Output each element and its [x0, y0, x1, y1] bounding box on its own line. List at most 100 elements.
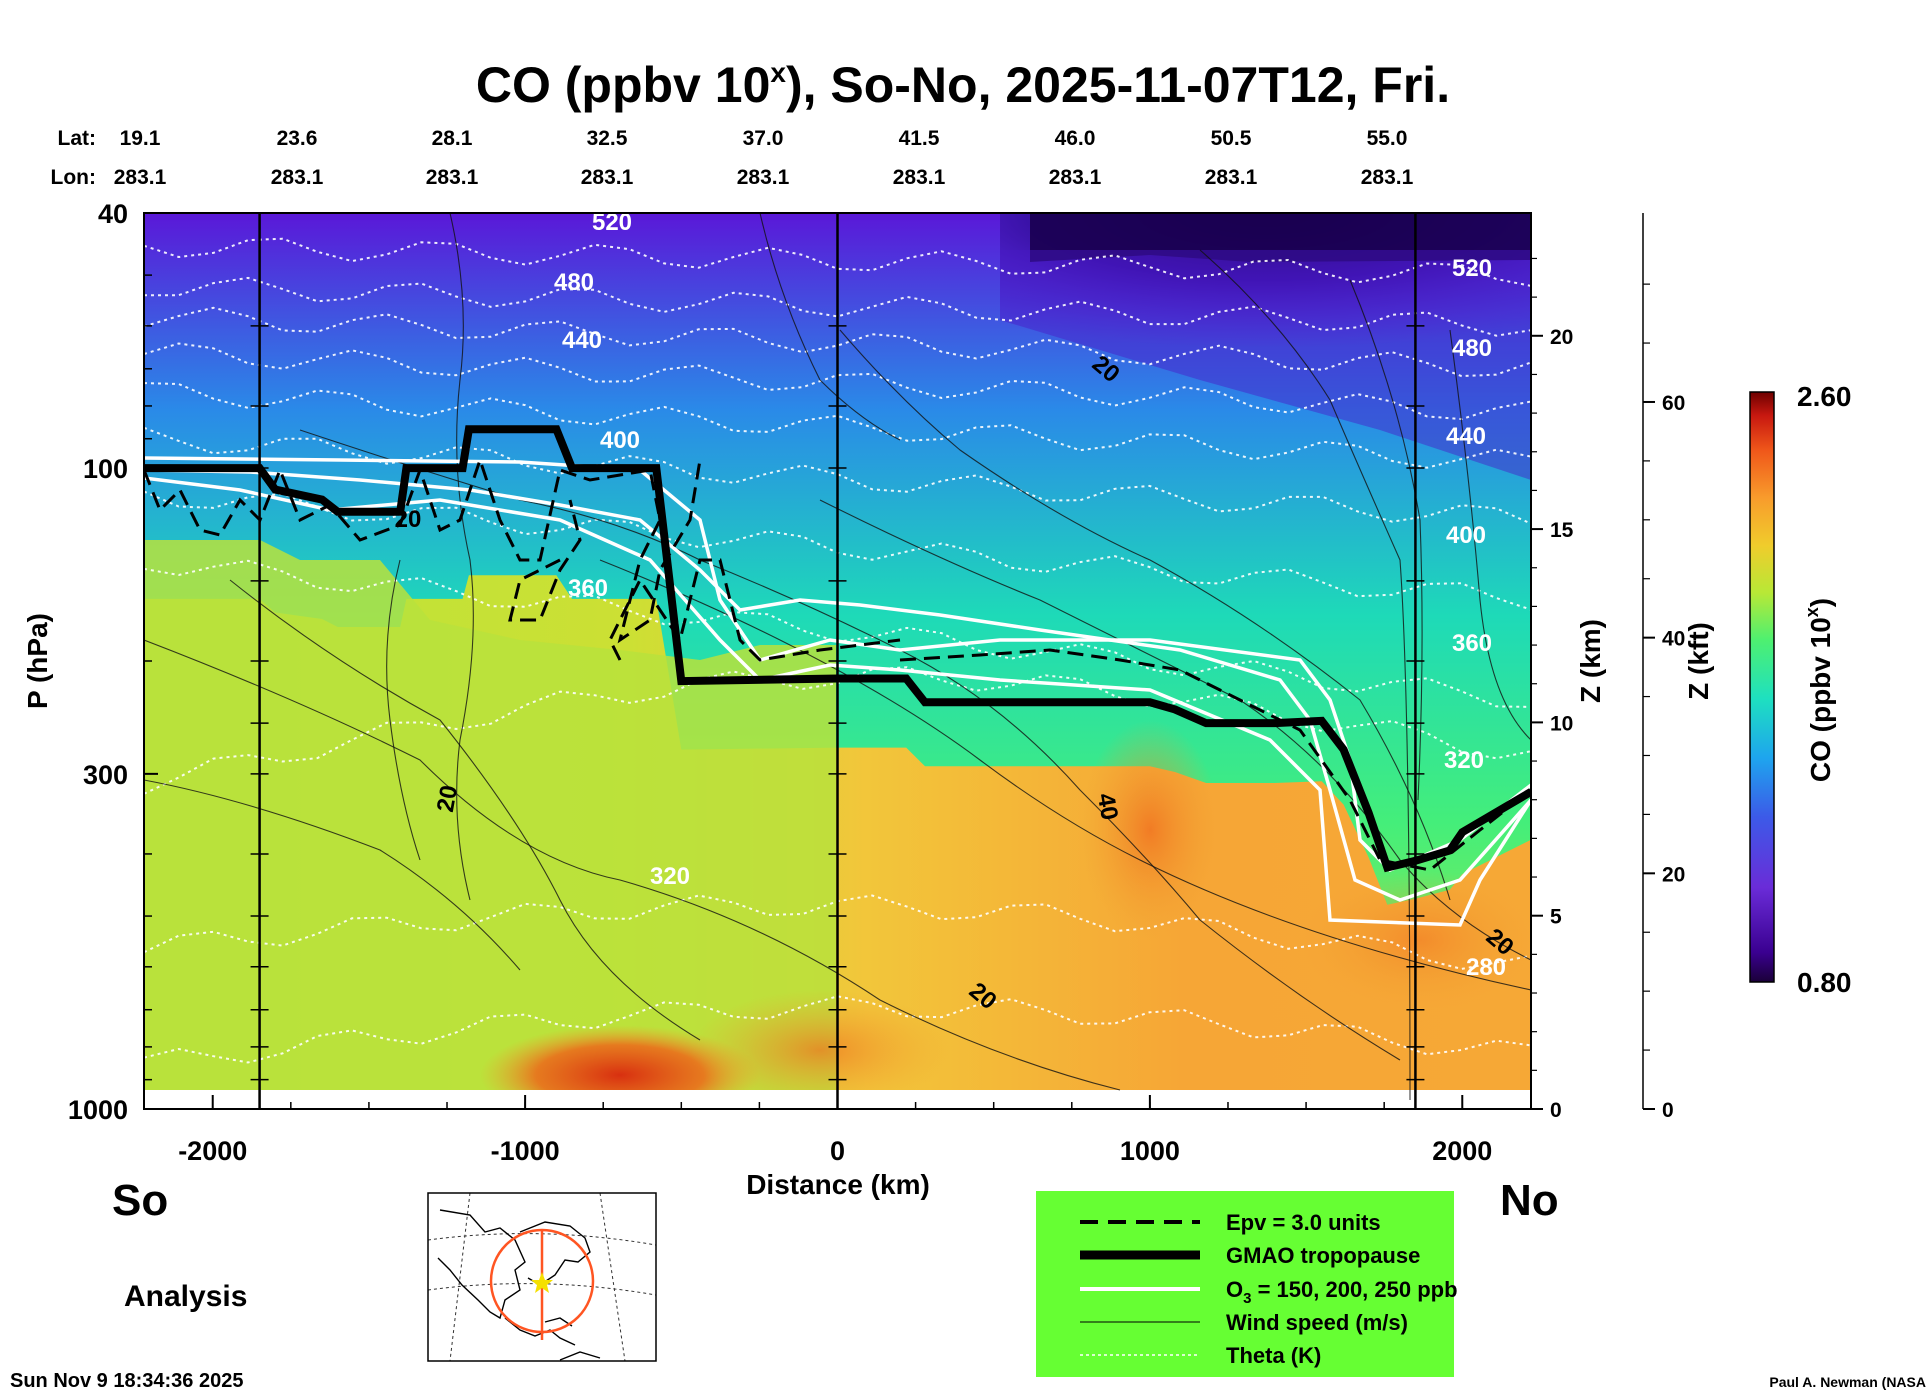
ozone-line	[144, 476, 1531, 927]
lon-value: 283.1	[737, 166, 790, 189]
epv-line	[608, 558, 901, 662]
z-kft-tick-label: 40	[1662, 628, 1685, 651]
colorbar	[1749, 391, 1775, 983]
lat-label: Lat:	[58, 127, 97, 150]
theta-label: 480	[1452, 335, 1492, 362]
legend: Epv = 3.0 units GMAO tropopause O3 = 150…	[1036, 1191, 1458, 1377]
z-kft-axis-title: Z (kft)	[1683, 622, 1714, 700]
legend-tropopause-label: GMAO tropopause	[1226, 1243, 1420, 1268]
legend-ozone-label: O	[1226, 1277, 1243, 1302]
wind-speed-line	[449, 213, 474, 901]
chart-title: CO (ppbv 10	[476, 57, 770, 113]
theta-label: 360	[1452, 630, 1492, 657]
theta-line	[144, 382, 1531, 469]
lon-value: 283.1	[1049, 166, 1102, 189]
epv-line	[144, 455, 702, 644]
y-tick-label: 300	[83, 760, 128, 790]
wind-speed-line	[1449, 329, 1531, 741]
theta-label: 320	[650, 863, 690, 890]
lat-value: 37.0	[743, 127, 784, 150]
colorbar-min-label: 0.80	[1797, 967, 1852, 998]
z-kft-tick-label: 60	[1662, 392, 1685, 415]
theta-label: 280	[1466, 954, 1506, 981]
z-km-tick-label: 20	[1550, 326, 1573, 349]
lat-value: 46.0	[1055, 127, 1096, 150]
theta-line	[144, 342, 1531, 421]
lat-value: 19.1	[120, 127, 161, 150]
lon-value: 283.1	[114, 166, 167, 189]
legend-ozone-subscript: 3	[1243, 1290, 1251, 1307]
lon-value: 283.1	[426, 166, 479, 189]
wind-speed-label: 20	[432, 783, 463, 814]
z-kft-tick-label: 0	[1662, 1099, 1674, 1122]
legend-wind-label: Wind speed (m/s)	[1226, 1310, 1408, 1335]
wind-speed-line	[599, 559, 1531, 991]
y-axis-title: P (hPa)	[22, 613, 53, 709]
wind-speed-line	[386, 559, 421, 861]
wind-speed-line	[1199, 249, 1411, 1101]
legend-ozone-label-rest: = 150, 200, 250 ppb	[1251, 1277, 1457, 1302]
z-km-tick-label: 10	[1550, 712, 1573, 735]
svg-text:CO (ppbv 10x): CO (ppbv 10x)	[1802, 598, 1836, 782]
wind-speed-label: 20	[395, 506, 422, 533]
legend-epv-label: Epv = 3.0 units	[1226, 1210, 1381, 1235]
theta-label: 360	[568, 575, 608, 602]
colorbar-title-end: )	[1805, 598, 1836, 607]
colorbar-max-label: 2.60	[1797, 381, 1852, 412]
lon-value: 283.1	[1205, 166, 1258, 189]
theta-label: 480	[554, 269, 594, 296]
location-map-inset	[427, 1192, 657, 1362]
epv-line	[508, 499, 582, 622]
gmao-tropopause	[144, 425, 1531, 873]
south-label: So	[112, 1176, 168, 1225]
colorbar-title: CO (ppbv 10	[1805, 617, 1836, 782]
y-tick-label: 1000	[68, 1095, 128, 1125]
theta-line	[144, 995, 1531, 1064]
theta-label: 400	[600, 427, 640, 454]
x-tick-label: 2000	[1432, 1136, 1492, 1166]
north-label: No	[1500, 1176, 1559, 1225]
svg-text:O3 = 150, 200, 250 ppb: O3 = 150, 200, 250 ppb	[1226, 1277, 1458, 1307]
lat-value: 32.5	[587, 127, 628, 150]
theta-line	[144, 306, 1531, 378]
theta-label: 520	[1452, 255, 1492, 282]
lon-label: Lon:	[51, 166, 96, 189]
legend-theta-label: Theta (K)	[1226, 1343, 1321, 1368]
wind-speed-line	[759, 213, 901, 441]
chart-title-rest: ), So-No, 2025-11-07T12, Fri.	[786, 57, 1450, 113]
wind-speed-label: 40	[1092, 791, 1123, 822]
epv-line	[899, 648, 1531, 872]
chart-title-superscript: x	[770, 57, 786, 88]
lat-value: 41.5	[899, 127, 940, 150]
x-tick-label: 1000	[1120, 1136, 1180, 1166]
y-tick-label: 40	[98, 199, 128, 229]
lat-value: 28.1	[432, 127, 473, 150]
z-km-tick-label: 0	[1550, 1099, 1562, 1122]
lon-value: 283.1	[581, 166, 634, 189]
theta-label: 400	[1446, 522, 1486, 549]
wind-speed-line	[144, 639, 1121, 1091]
z-km-tick-label: 5	[1550, 906, 1562, 929]
z-km-tick-label: 15	[1550, 519, 1574, 542]
x-tick-label: -1000	[491, 1136, 560, 1166]
wind-speed-line	[839, 329, 1451, 901]
z-kft-tick-label: 20	[1662, 863, 1685, 886]
wind-speed-line	[1349, 279, 1423, 801]
axes: -2000 -1000 0 1000 2000 40 100 300 1000 0 5 10 15 20 0…	[68, 199, 1685, 1166]
lat-value: 55.0	[1367, 127, 1408, 150]
y-tick-label: 100	[83, 454, 128, 484]
epv-contour	[144, 455, 1531, 872]
x-tick-label: -2000	[178, 1136, 247, 1166]
credit: Paul A. Newman (NASA	[1769, 1374, 1926, 1390]
x-tick-label: 0	[830, 1136, 845, 1166]
svg-text:CO (ppbv 10x), So-No, 2025-11-: CO (ppbv 10x), So-No, 2025-11-07T12, Fri…	[476, 57, 1450, 113]
wind-speed-line	[229, 579, 701, 1041]
lon-value: 283.1	[1361, 166, 1414, 189]
wind-speed-line	[144, 779, 521, 971]
z-km-axis-title: Z (km)	[1575, 619, 1606, 703]
lon-value: 283.1	[271, 166, 324, 189]
tropopause-line	[144, 425, 1531, 873]
x-axis-title: Distance (km)	[746, 1169, 930, 1200]
lat-value: 50.5	[1211, 127, 1252, 150]
